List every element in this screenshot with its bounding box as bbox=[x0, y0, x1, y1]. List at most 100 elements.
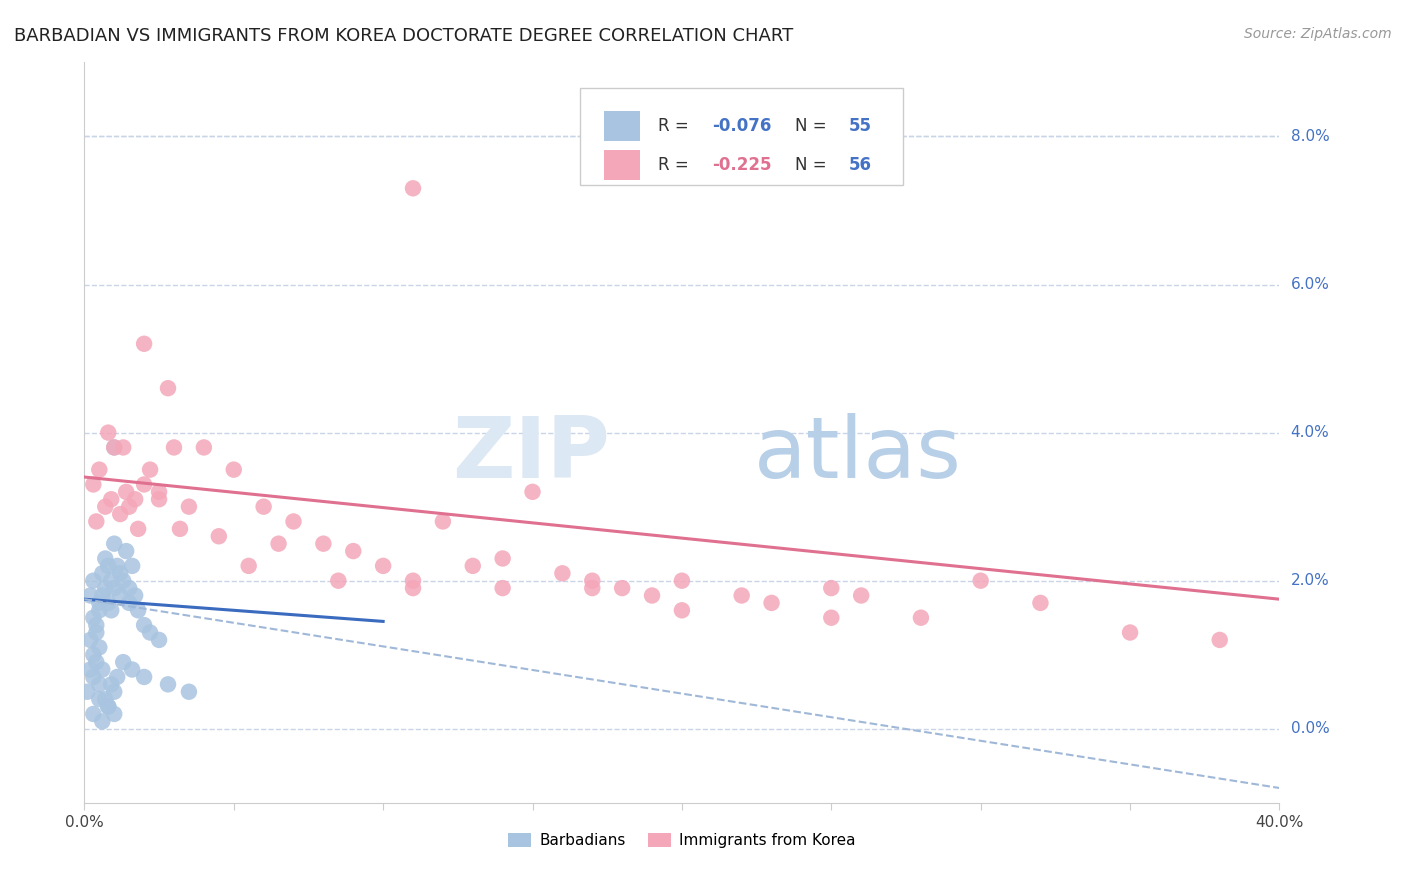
Point bbox=[94, 500, 117, 514]
Legend: Barbadians, Immigrants from Korea: Barbadians, Immigrants from Korea bbox=[502, 827, 862, 855]
Point bbox=[671, 574, 693, 588]
Point bbox=[1119, 625, 1142, 640]
Point bbox=[103, 441, 125, 455]
Point bbox=[103, 581, 125, 595]
Point bbox=[121, 558, 143, 573]
Point bbox=[461, 558, 484, 573]
Point bbox=[124, 492, 146, 507]
Point bbox=[105, 670, 128, 684]
Point bbox=[970, 574, 993, 588]
Point bbox=[97, 699, 120, 714]
Point bbox=[157, 381, 180, 395]
Point bbox=[82, 477, 104, 491]
Point bbox=[89, 462, 111, 476]
Point bbox=[82, 670, 104, 684]
Point bbox=[91, 714, 114, 729]
Point bbox=[105, 558, 128, 573]
Point bbox=[641, 589, 664, 603]
Point bbox=[761, 596, 783, 610]
Point bbox=[86, 625, 108, 640]
Point bbox=[100, 677, 122, 691]
Point bbox=[612, 581, 634, 595]
Point bbox=[97, 558, 120, 573]
Text: Source: ZipAtlas.com: Source: ZipAtlas.com bbox=[1244, 27, 1392, 41]
Text: 2.0%: 2.0% bbox=[1291, 574, 1329, 588]
Point bbox=[432, 515, 454, 529]
Point bbox=[97, 699, 120, 714]
Point bbox=[328, 574, 350, 588]
Text: -0.225: -0.225 bbox=[711, 156, 772, 174]
Point bbox=[89, 640, 111, 655]
Point bbox=[342, 544, 364, 558]
Point bbox=[731, 589, 754, 603]
Point bbox=[100, 603, 122, 617]
Point bbox=[89, 596, 111, 610]
Point bbox=[100, 492, 122, 507]
Text: atlas: atlas bbox=[754, 413, 962, 496]
Point bbox=[94, 581, 117, 595]
Point bbox=[193, 441, 215, 455]
Point bbox=[112, 441, 135, 455]
Point bbox=[127, 603, 149, 617]
Point bbox=[208, 529, 231, 543]
Point bbox=[581, 574, 603, 588]
Point bbox=[373, 558, 395, 573]
Point bbox=[110, 566, 132, 581]
Point bbox=[402, 581, 425, 595]
Point bbox=[82, 706, 104, 721]
Text: -0.076: -0.076 bbox=[711, 117, 770, 135]
Point bbox=[118, 581, 141, 595]
Point bbox=[91, 589, 114, 603]
Point bbox=[94, 692, 117, 706]
Point bbox=[97, 596, 120, 610]
Point bbox=[253, 500, 276, 514]
Point bbox=[402, 574, 425, 588]
Point bbox=[177, 685, 200, 699]
Point bbox=[82, 610, 104, 624]
Point bbox=[267, 536, 290, 550]
Point bbox=[132, 336, 156, 351]
FancyBboxPatch shape bbox=[605, 111, 640, 141]
Text: 6.0%: 6.0% bbox=[1291, 277, 1330, 292]
Point bbox=[86, 655, 108, 669]
Point bbox=[177, 500, 200, 514]
Point bbox=[820, 581, 842, 595]
Point bbox=[79, 663, 101, 677]
Point bbox=[121, 663, 143, 677]
Point bbox=[86, 515, 108, 529]
Point bbox=[103, 441, 125, 455]
Point bbox=[103, 706, 125, 721]
Point bbox=[312, 536, 335, 550]
Point bbox=[157, 677, 180, 691]
Text: 56: 56 bbox=[849, 156, 872, 174]
Point bbox=[222, 462, 245, 476]
Point bbox=[581, 581, 603, 595]
Point bbox=[89, 677, 111, 691]
Text: ZIP: ZIP bbox=[453, 413, 610, 496]
Point bbox=[110, 507, 132, 521]
Point bbox=[94, 551, 117, 566]
Point bbox=[82, 648, 104, 662]
Point bbox=[132, 618, 156, 632]
Point bbox=[79, 632, 101, 647]
Point bbox=[1209, 632, 1232, 647]
Point bbox=[492, 551, 515, 566]
Point bbox=[148, 492, 170, 507]
Point bbox=[86, 618, 108, 632]
Point bbox=[551, 566, 574, 581]
Point bbox=[522, 484, 544, 499]
Point bbox=[112, 655, 135, 669]
Text: 0.0%: 0.0% bbox=[1291, 722, 1329, 736]
Text: R =: R = bbox=[658, 117, 695, 135]
Point bbox=[100, 574, 122, 588]
Point bbox=[148, 632, 170, 647]
Text: 8.0%: 8.0% bbox=[1291, 129, 1329, 144]
Point bbox=[139, 625, 162, 640]
Point bbox=[671, 603, 693, 617]
Text: N =: N = bbox=[796, 117, 832, 135]
Point bbox=[97, 425, 120, 440]
Point bbox=[103, 685, 125, 699]
Point bbox=[910, 610, 932, 624]
Point bbox=[115, 544, 138, 558]
Text: BARBADIAN VS IMMIGRANTS FROM KOREA DOCTORATE DEGREE CORRELATION CHART: BARBADIAN VS IMMIGRANTS FROM KOREA DOCTO… bbox=[14, 27, 793, 45]
